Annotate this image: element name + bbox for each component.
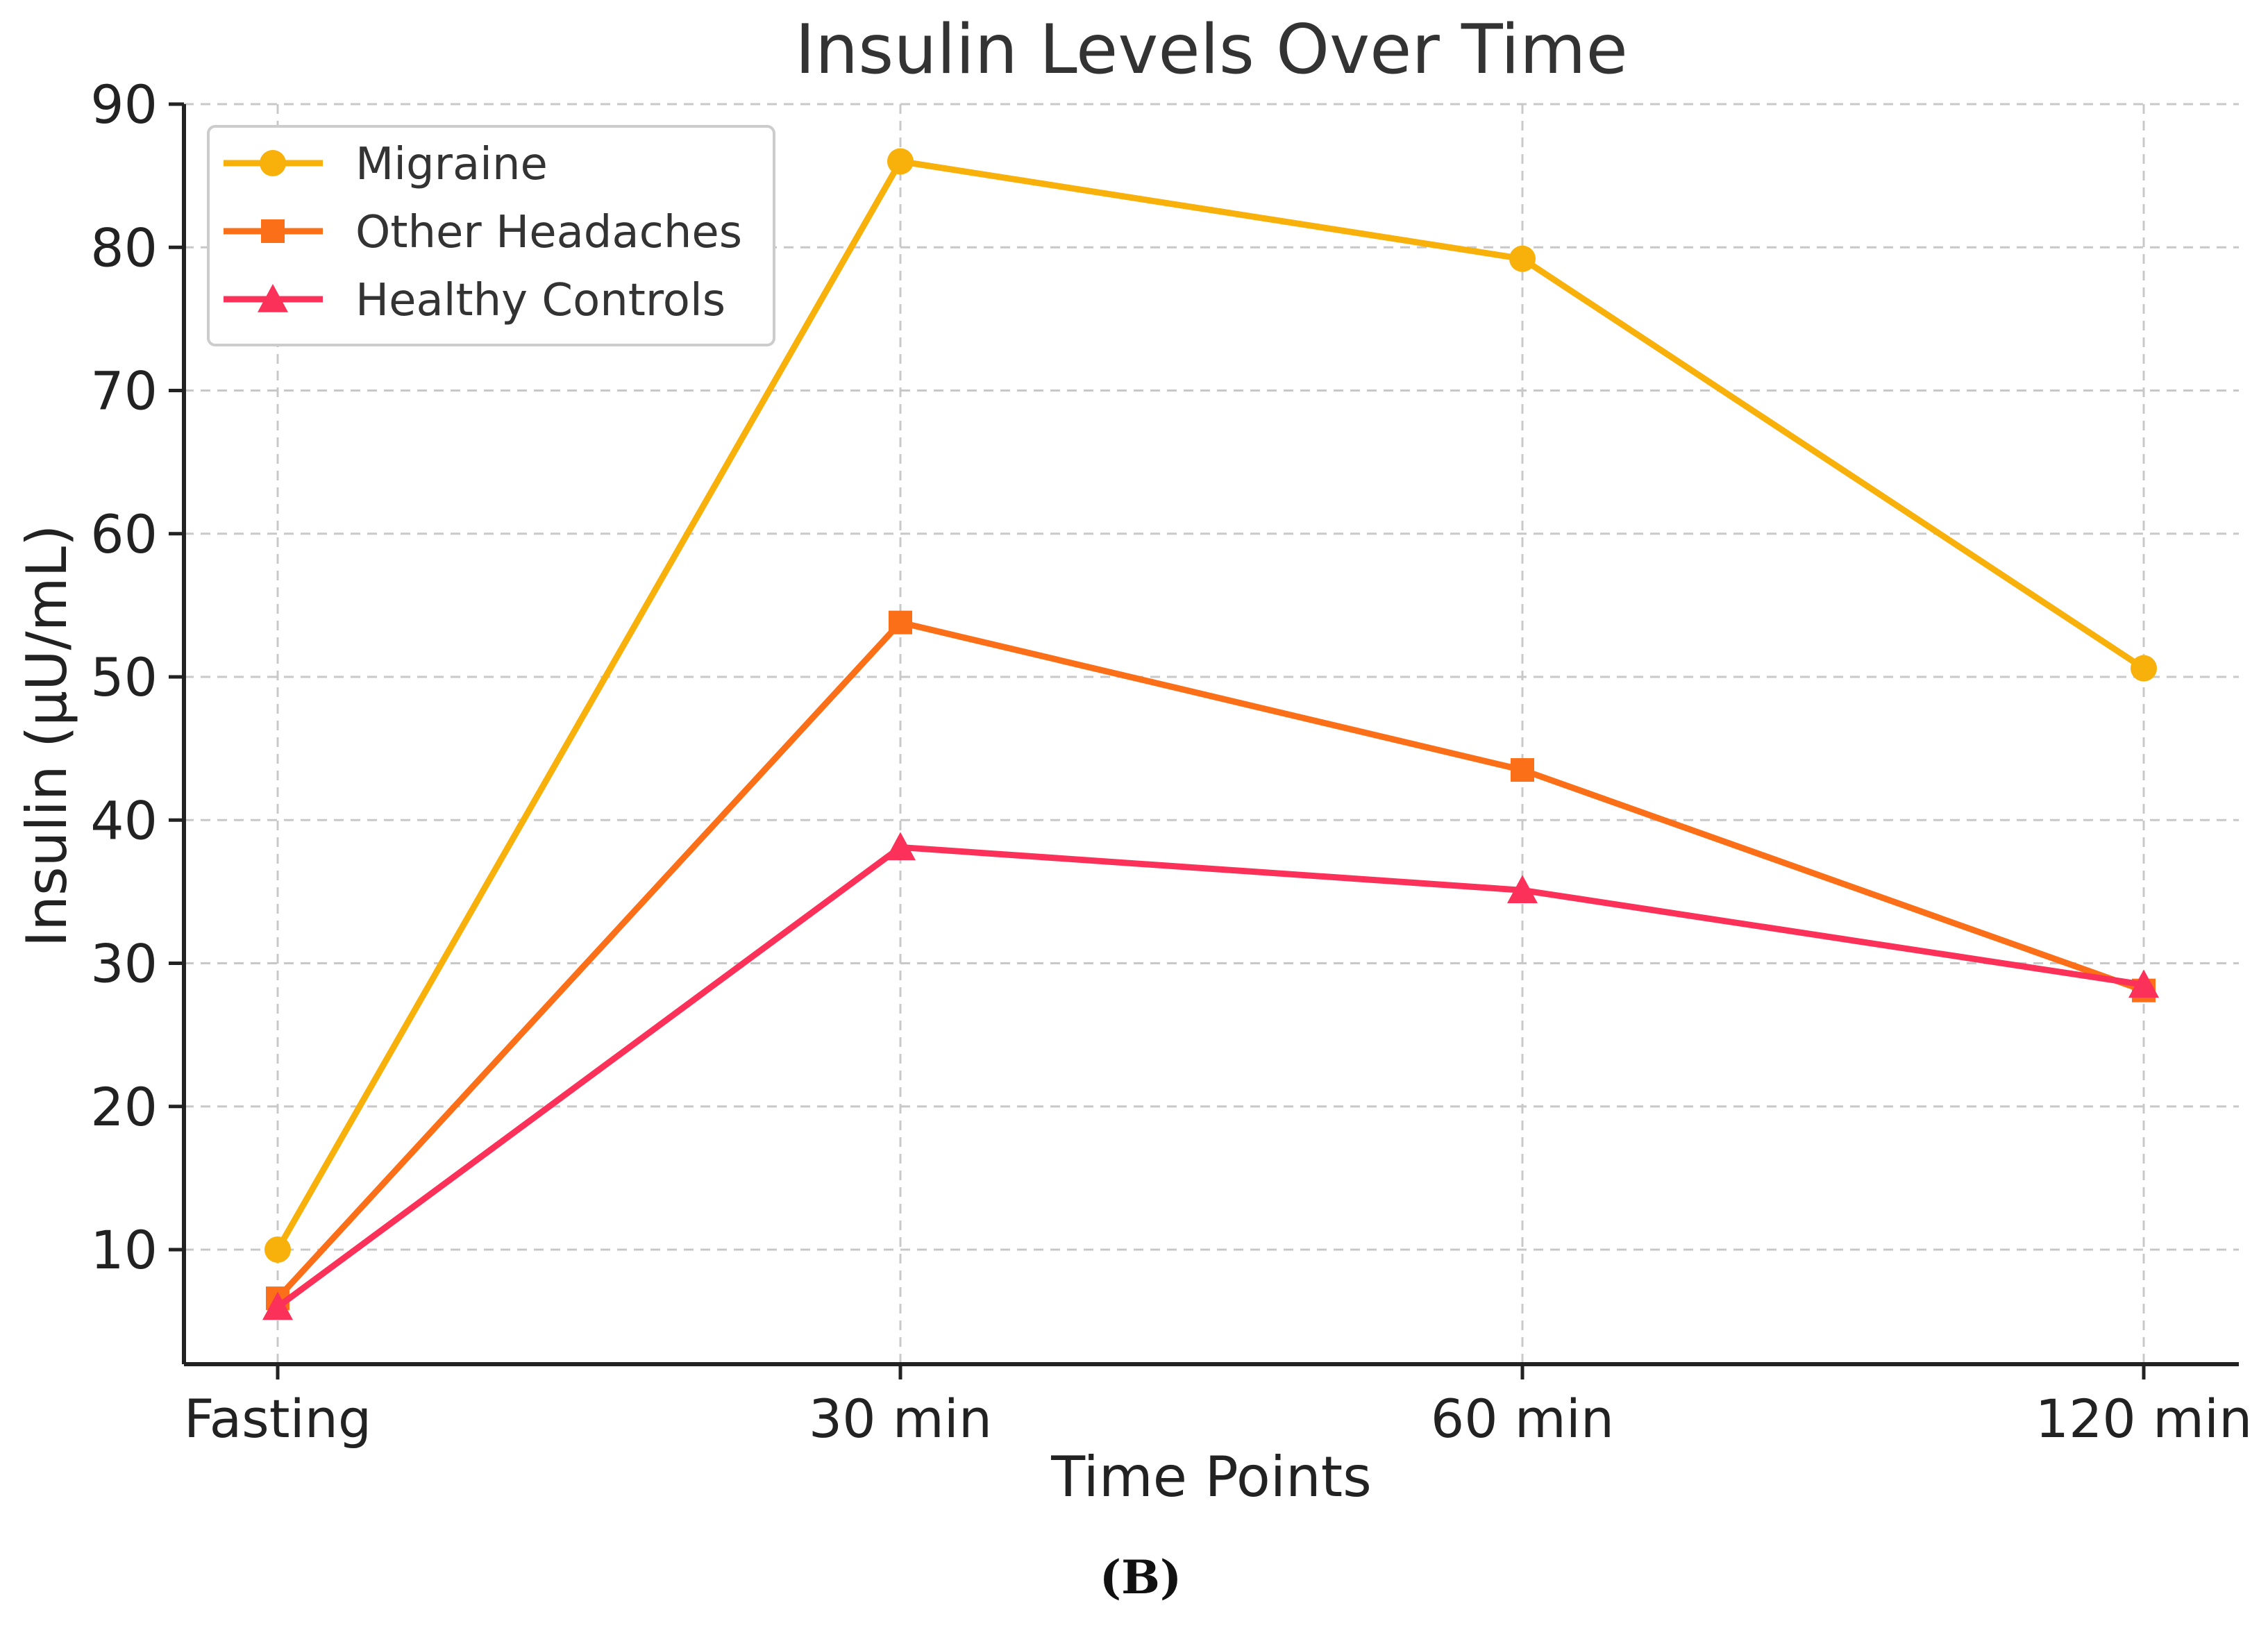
series-line: [275, 158, 2146, 1252]
legend-items: Migraine Other Headaches Healthy Controls: [224, 139, 742, 326]
series-healthy-controls: [262, 832, 2159, 1320]
x-axis-label: Time Points: [1050, 1445, 1372, 1509]
legend-marker: [258, 284, 288, 312]
y-tick-label: 70: [90, 360, 158, 422]
legend-marker: [261, 219, 285, 243]
legend-label: Healthy Controls: [355, 275, 725, 326]
y-tick-label: 30: [90, 933, 158, 995]
x-tick-label: 30 min: [809, 1388, 992, 1450]
series-line: [276, 844, 2144, 1310]
series-other-headaches: [266, 610, 2156, 1311]
data-point: [885, 832, 916, 861]
legend-marker: [260, 150, 286, 176]
legend-item: Healthy Controls: [224, 275, 725, 326]
figure-caption: (B): [1100, 1550, 1182, 1604]
y-tick-label: 20: [90, 1076, 158, 1138]
legend-box: [207, 125, 775, 346]
data-point: [1511, 758, 1534, 782]
legend-label: Migraine: [355, 139, 548, 190]
data-point: [264, 1236, 291, 1263]
data-point: [1509, 245, 1536, 272]
data-point: [2128, 969, 2159, 998]
y-tick-label: 90: [90, 74, 158, 135]
data-point: [889, 610, 912, 635]
y-tick-label: 60: [90, 503, 158, 565]
x-tick-label: 60 min: [1431, 1388, 1614, 1450]
series-line: [275, 619, 2145, 1301]
series-migraine: [264, 148, 2157, 1263]
data-point: [2131, 655, 2157, 682]
data-point: [887, 148, 914, 175]
y-tick-label: 10: [90, 1219, 158, 1281]
y-tick-label: 80: [90, 217, 158, 278]
x-tick-label: 120 min: [2035, 1388, 2253, 1450]
legend-item: Other Headaches: [224, 207, 742, 258]
y-axis-label: Insulin (μU/mL): [15, 525, 79, 948]
tick-labels: 10 20 30 40 50 60 70 80 90 Fasting 30 min 60 min 120…: [90, 74, 2252, 1450]
data-point: [262, 1291, 293, 1320]
legend: Migraine Other Headaches Healthy Controls: [207, 125, 775, 346]
series-group: [262, 148, 2159, 1320]
data-point: [1507, 875, 1538, 904]
x-tick-label: Fasting: [184, 1388, 371, 1450]
y-tick-label: 40: [90, 789, 158, 851]
y-tick-label: 50: [90, 646, 158, 708]
axes: [169, 102, 2239, 1379]
legend-label: Other Headaches: [355, 207, 742, 258]
chart-title: Insulin Levels Over Time: [795, 10, 1628, 90]
legend-item: Migraine: [224, 139, 548, 190]
